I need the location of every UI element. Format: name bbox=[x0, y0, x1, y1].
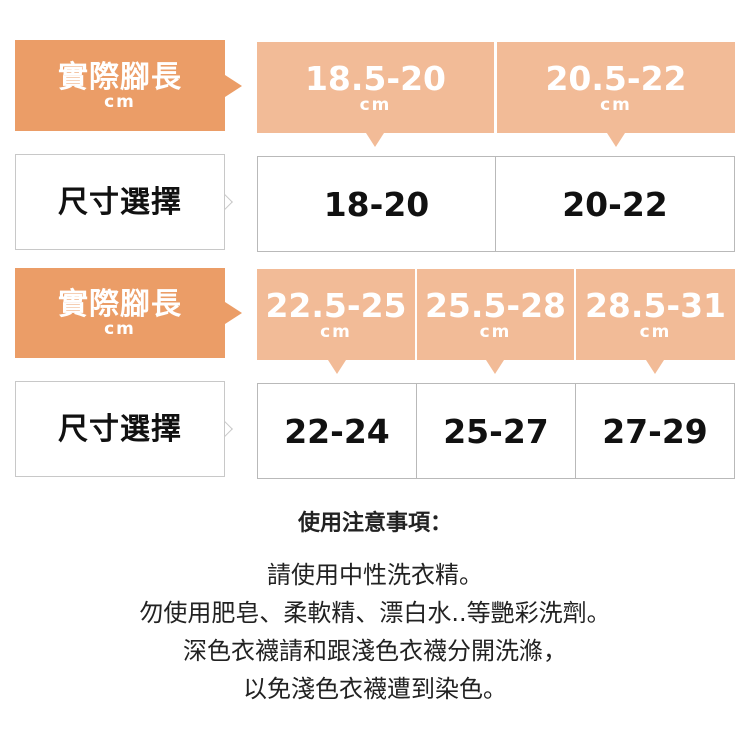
size-select-title: 尺寸選擇 bbox=[58, 411, 182, 447]
size-cell: 18-20 bbox=[257, 156, 496, 252]
notes-title: 使用注意事項： bbox=[297, 511, 452, 536]
foot-range-header: 28.5-31 cm bbox=[576, 269, 735, 360]
pointer-down-icon bbox=[366, 133, 384, 147]
unit-label: cm bbox=[104, 319, 136, 339]
foot-range-header: 25.5-28 cm bbox=[417, 269, 574, 360]
unit-label: cm bbox=[479, 322, 512, 343]
foot-length-title: 實際腳長 bbox=[58, 287, 182, 322]
foot-range-header: 18.5-20 cm bbox=[257, 42, 494, 133]
foot-range-value: 22.5-25 bbox=[265, 285, 407, 325]
foot-range-header: 22.5-25 cm bbox=[257, 269, 415, 360]
pointer-down-icon bbox=[486, 360, 504, 374]
foot-range-value: 18.5-20 bbox=[304, 58, 447, 98]
pointer-down-icon bbox=[646, 360, 664, 374]
size-cell: 22-24 bbox=[257, 383, 417, 479]
note-line: 以免淺色衣襪遭到染色。 bbox=[243, 675, 507, 703]
pointer-down-icon bbox=[607, 133, 625, 147]
arrow-right-icon bbox=[225, 75, 242, 97]
note-line: 請使用中性洗衣精。 bbox=[267, 561, 483, 589]
usage-notes: 使用注意事項： 請使用中性洗衣精。 勿使用肥皂、柔軟精、漂白水..等艷彩洗劑。 … bbox=[0, 504, 750, 708]
size-cell: 25-27 bbox=[416, 383, 576, 479]
arrow-right-icon bbox=[225, 302, 242, 324]
foot-range-value: 25.5-28 bbox=[424, 285, 567, 325]
foot-range-header: 20.5-22 cm bbox=[497, 42, 735, 133]
foot-length-label: 實際腳長 cm bbox=[15, 268, 225, 358]
size-cell: 20-22 bbox=[495, 156, 735, 252]
foot-length-title: 實際腳長 bbox=[58, 59, 182, 95]
foot-range-value: 20.5-22 bbox=[545, 58, 687, 98]
size-select-label: 尺寸選擇 bbox=[15, 154, 225, 250]
unit-label: cm bbox=[359, 95, 392, 116]
size-select-label: 尺寸選擇 bbox=[15, 381, 225, 477]
foot-range-value: 28.5-31 bbox=[584, 285, 727, 325]
unit-label: cm bbox=[639, 322, 672, 343]
pointer-down-icon bbox=[328, 360, 346, 374]
unit-label: cm bbox=[320, 322, 352, 343]
unit-label: cm bbox=[600, 95, 632, 116]
foot-length-label: 實際腳長 cm bbox=[15, 40, 225, 131]
note-line: 深色衣襪請和跟淺色衣襪分開洗滌， bbox=[183, 637, 567, 665]
size-select-title: 尺寸選擇 bbox=[58, 184, 182, 220]
size-cell: 27-29 bbox=[575, 383, 735, 479]
unit-label: cm bbox=[104, 91, 136, 112]
note-line: 勿使用肥皂、柔軟精、漂白水..等艷彩洗劑。 bbox=[139, 599, 611, 627]
